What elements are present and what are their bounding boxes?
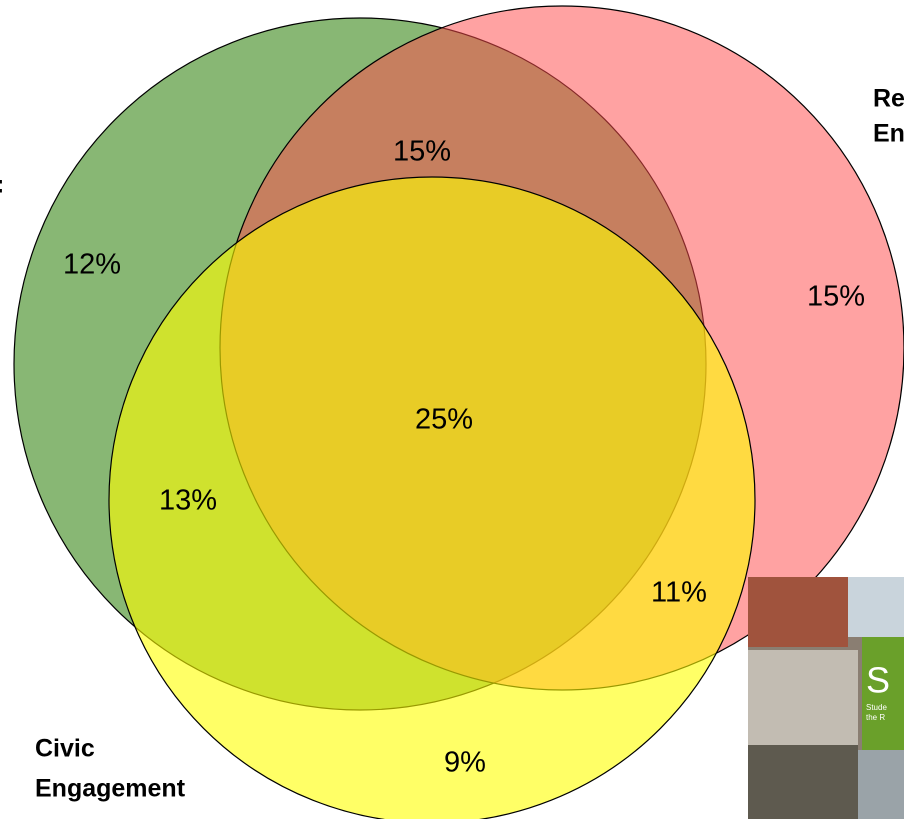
set-label: En (873, 120, 904, 148)
photo-text: Stude (866, 703, 887, 712)
photo: S Stude the R (748, 577, 904, 819)
region-label: 11% (651, 577, 707, 609)
region-label: 12% (63, 249, 121, 281)
set-label: Re (873, 85, 904, 113)
region-label: 15% (393, 136, 451, 168)
set-label: Engagement (35, 775, 186, 803)
set-label: : (0, 171, 4, 199)
photo-text: S (866, 660, 890, 701)
region-label: 9% (444, 747, 486, 779)
region-label: 25% (415, 404, 473, 436)
photo-text: the R (866, 713, 885, 722)
region-label: 13% (159, 485, 217, 517)
region-label: 15% (807, 281, 865, 313)
yellow-circle (108, 176, 756, 819)
set-label: Civic (35, 735, 95, 763)
